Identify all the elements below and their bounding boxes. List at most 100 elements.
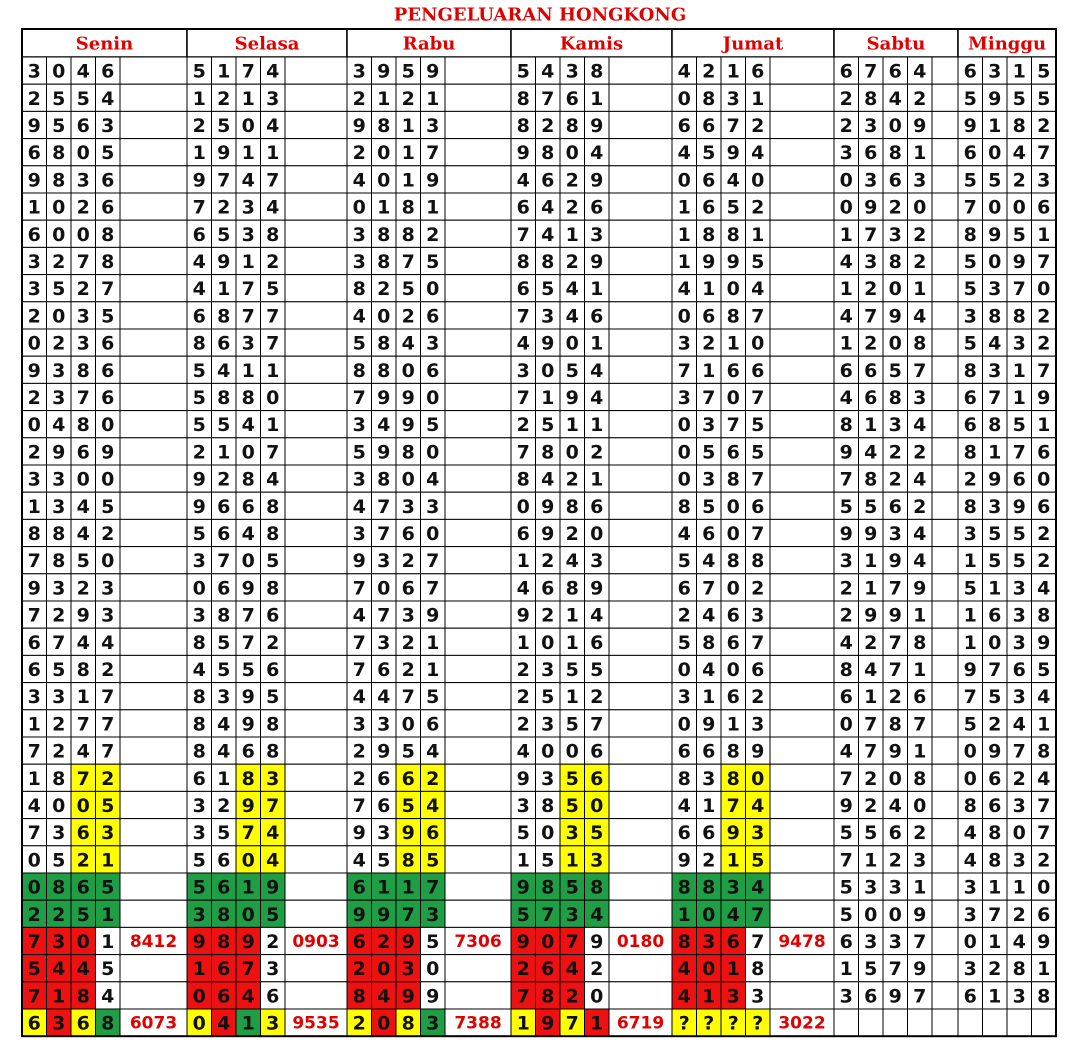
digit: 8: [702, 88, 715, 110]
digit: 3: [353, 61, 366, 83]
digit: 9: [353, 822, 366, 844]
digit: 6: [964, 61, 977, 83]
digit: 6: [913, 686, 926, 708]
digit: 9: [913, 958, 926, 980]
digit: 4: [702, 550, 715, 572]
digit: 3: [541, 713, 554, 735]
digit-cell: [858, 110, 884, 140]
digit: 2: [913, 496, 926, 518]
digit-cell: [420, 382, 446, 412]
digit: 8: [52, 768, 65, 790]
digit: 3: [1013, 632, 1026, 654]
digit-cell: [211, 410, 237, 439]
digit-cell: [535, 83, 561, 112]
digit: 5: [541, 686, 554, 708]
digit-cell: [957, 872, 983, 901]
digit-cell: [235, 954, 261, 983]
extra-cell: [931, 83, 959, 112]
digit-cell: [346, 138, 372, 167]
digit-cell: [535, 274, 561, 303]
digit: 6: [402, 768, 415, 790]
digit: 5: [101, 496, 114, 518]
extra-cell: [284, 56, 348, 85]
digit: 8: [266, 713, 279, 735]
digit: 5: [864, 958, 877, 980]
digit: 6: [193, 224, 206, 246]
digit: 4: [541, 61, 554, 83]
extra-number: 8412: [130, 932, 177, 952]
digit: 7: [217, 169, 230, 191]
digit: 5: [840, 822, 853, 844]
digit: 2: [1013, 169, 1026, 191]
extra-cell: [931, 219, 959, 248]
digit: 0: [426, 278, 439, 300]
digit: 0: [266, 387, 279, 409]
digit: 0: [377, 305, 390, 327]
extra-cell: [769, 274, 835, 303]
digit-cell: [211, 301, 237, 330]
digit: 1: [217, 278, 230, 300]
digit-cell: [235, 355, 261, 384]
digit-cell: [957, 274, 983, 303]
digit-cell: [907, 464, 933, 493]
digit: 4: [590, 142, 603, 164]
digit: 7: [727, 414, 740, 436]
digit: 8: [678, 931, 691, 953]
digit-cell: [858, 464, 884, 493]
digit: 0: [702, 904, 715, 926]
digit: 3: [964, 305, 977, 327]
digit-cell: [1006, 274, 1032, 303]
digit: 7: [402, 686, 415, 708]
digit: 8: [517, 251, 530, 273]
digit-cell: [1006, 1008, 1032, 1037]
extra-cell: [769, 83, 835, 112]
digit-cell: [420, 709, 446, 738]
digit-cell: [186, 328, 212, 357]
digit-cell: [882, 654, 908, 684]
digit: 8: [541, 985, 554, 1007]
digit-cell: [720, 818, 746, 847]
digit: 7: [840, 469, 853, 491]
digit: 6: [702, 169, 715, 191]
digit-cell: [1006, 518, 1032, 548]
digit-cell: [671, 219, 697, 248]
digit: 3: [727, 88, 740, 110]
extra-cell: [119, 192, 188, 221]
digit-cell: [696, 491, 722, 520]
digit-cell: [982, 954, 1008, 983]
extra-cell: [119, 736, 188, 765]
digit-cell: [70, 192, 96, 221]
digit: 7: [77, 713, 90, 735]
digit: 5: [217, 115, 230, 137]
digit: 1: [864, 686, 877, 708]
digit-cell: [957, 355, 983, 384]
digit: 3: [678, 387, 691, 409]
digit: 9: [1037, 632, 1050, 654]
digit: 2: [517, 958, 530, 980]
digit: 1: [101, 904, 114, 926]
digit: 1: [1037, 414, 1050, 436]
digit: 6: [101, 61, 114, 83]
digit: 8: [266, 577, 279, 599]
extra-cell: [608, 682, 673, 711]
digit: 9: [377, 61, 390, 83]
digit: 6: [964, 985, 977, 1007]
digit-cell: [559, 709, 585, 738]
digit: 8: [727, 550, 740, 572]
digit: ?: [679, 1013, 690, 1035]
digit-cell: [720, 954, 746, 983]
digit-cell: [346, 546, 372, 575]
digit-cell: [720, 845, 746, 874]
digit: 0: [840, 169, 853, 191]
digit: 0: [52, 197, 65, 219]
digit: ?: [752, 1013, 763, 1035]
digit: 3: [77, 333, 90, 355]
digit: 4: [77, 523, 90, 545]
digit-cell: [235, 56, 261, 85]
digit: 6: [964, 142, 977, 164]
digit: 6: [702, 115, 715, 137]
digit-cell: [720, 301, 746, 330]
digit-cell: [186, 736, 212, 765]
digit-cell: [584, 546, 610, 575]
extra-cell: [119, 328, 188, 357]
